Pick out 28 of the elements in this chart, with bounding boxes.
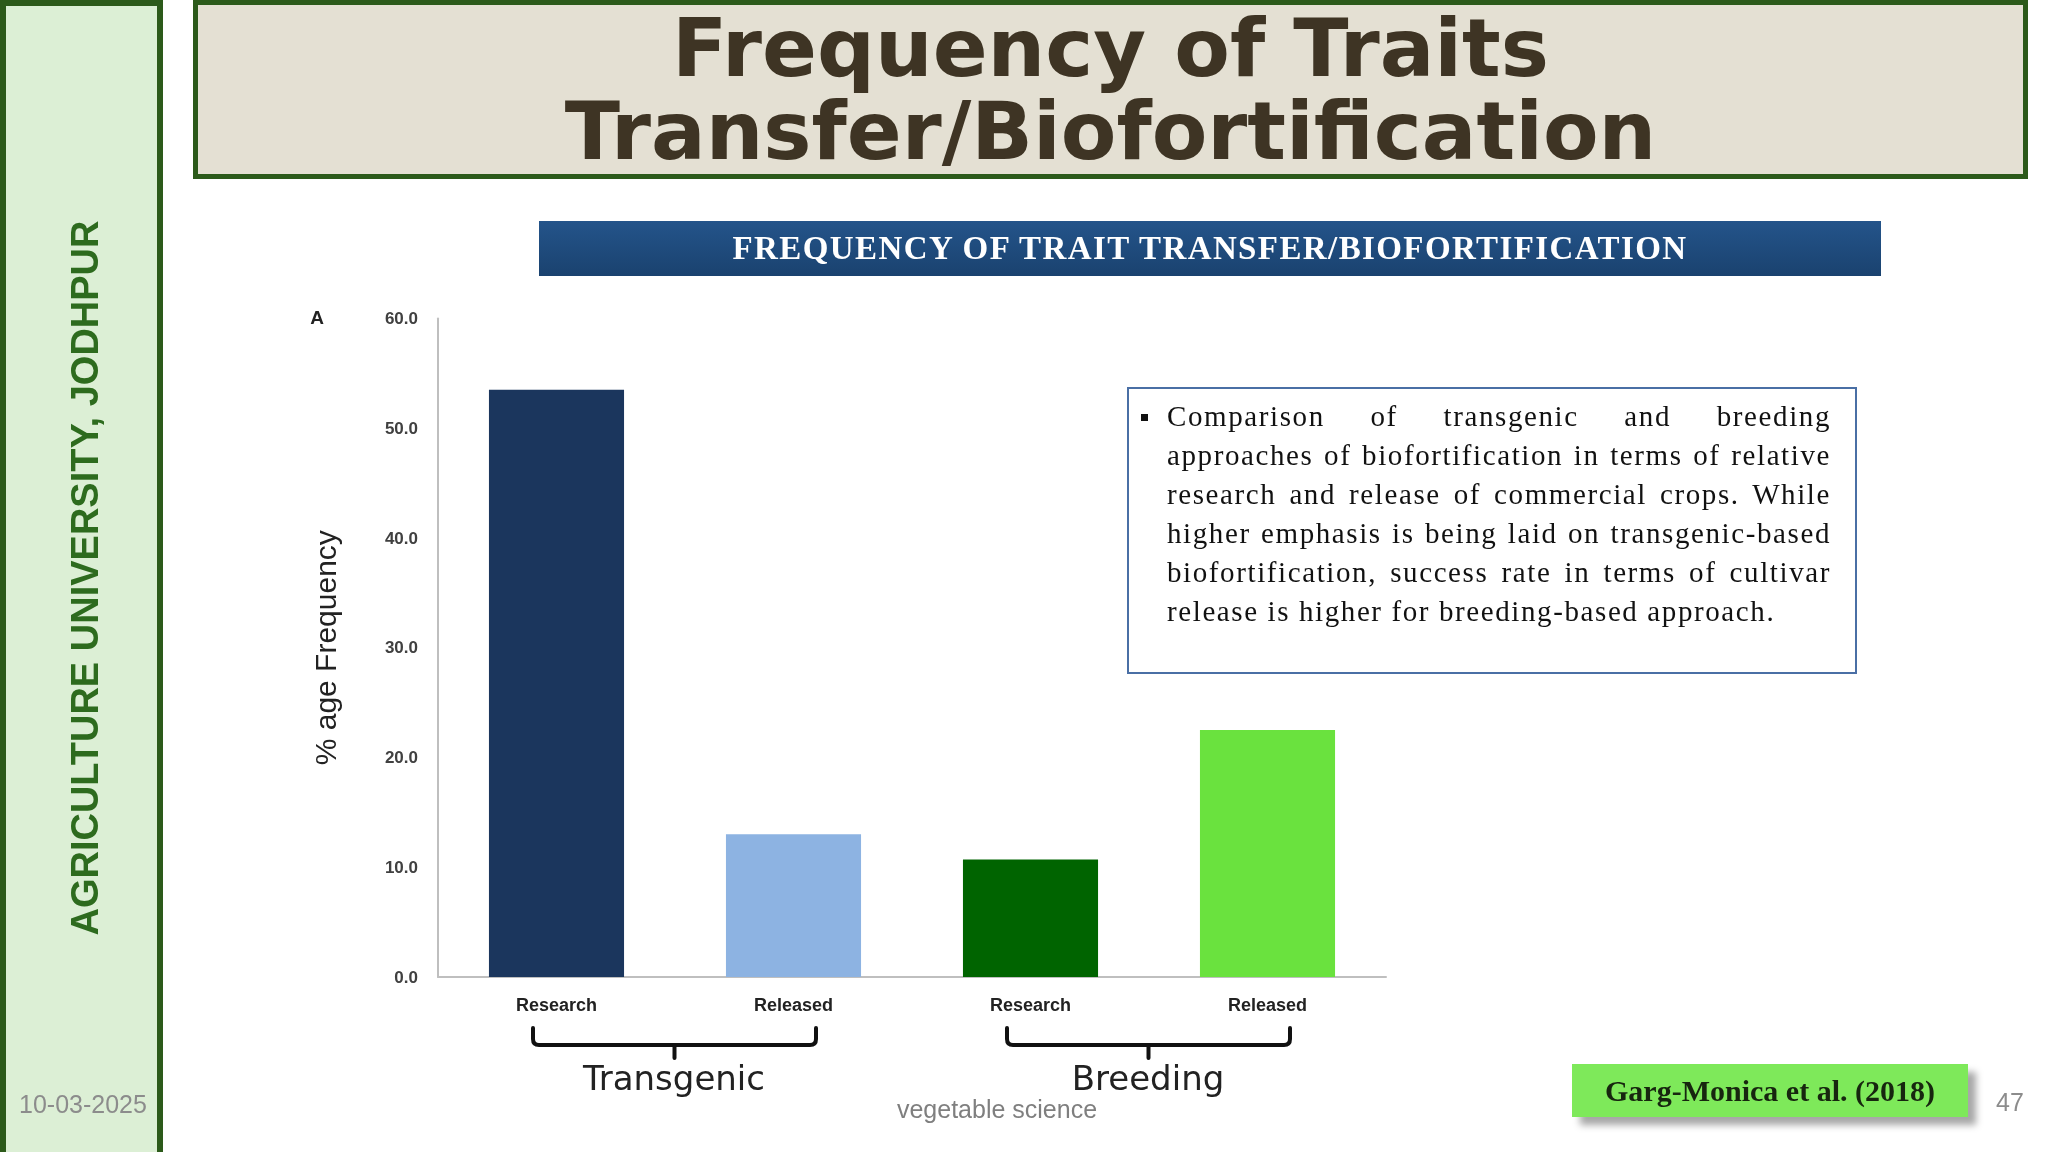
- annotation: Comparison of transgenic and breeding approaches of biofortification in terms of relative research and release of commercial crops. While higher emphasis is being laid on transgenic-based biofortification, success rate in terms of cultivar release is higher for breeding-based approach.: [1167, 399, 1831, 629]
- label-box: Garg-Monica et al. (2018): [1572, 1064, 1968, 1117]
- y-tick-label: 20.0: [384, 748, 418, 767]
- y-tick-label: 60.0: [384, 309, 418, 328]
- y-tick-label: 30.0: [384, 638, 418, 658]
- text: 10-03-2025: [18, 1089, 148, 1119]
- x-tick-label: Research: [989, 995, 1072, 1015]
- text: vegetable science: [895, 1095, 1098, 1124]
- chart-subtitle: FREQUENCY OF TRAIT TRANSFER/BIOFORTIFICATION: [732, 230, 1688, 267]
- chart-title: Frequency of Traits Transfer/Biofortification: [563, 0, 1658, 178]
- bar: [962, 859, 1099, 977]
- text: A: [309, 306, 325, 330]
- text: Breeding: [1070, 1058, 1226, 1098]
- y-tick-label: 10.0: [384, 857, 418, 877]
- text: Transgenic: [581, 1058, 766, 1098]
- x-tick-label: Released: [1227, 995, 1308, 1015]
- x-tick-label: Released: [753, 995, 834, 1015]
- y-tick-label: 40.0: [384, 528, 418, 548]
- bar: [488, 389, 625, 977]
- text: AGRICULTURE UNIVERSITY, JODHPUR: [64, 219, 106, 938]
- text: 47: [1995, 1087, 2025, 1117]
- text-box: Comparison of transgenic and breeding approaches of biofortification in terms of relative research and release of commercial crops. While higher emphasis is being laid on transgenic-based biofortification, success rate in terms of cultivar release is higher for breeding-based approach.: [1127, 387, 1857, 674]
- y-axis-title: % age Frequency: [308, 530, 342, 766]
- bar: [1199, 730, 1336, 977]
- y-tick-label: 50.0: [384, 418, 418, 438]
- x-tick-label: Research: [515, 995, 598, 1015]
- y-tick-label: 0.0: [394, 967, 418, 987]
- bar: [725, 834, 862, 977]
